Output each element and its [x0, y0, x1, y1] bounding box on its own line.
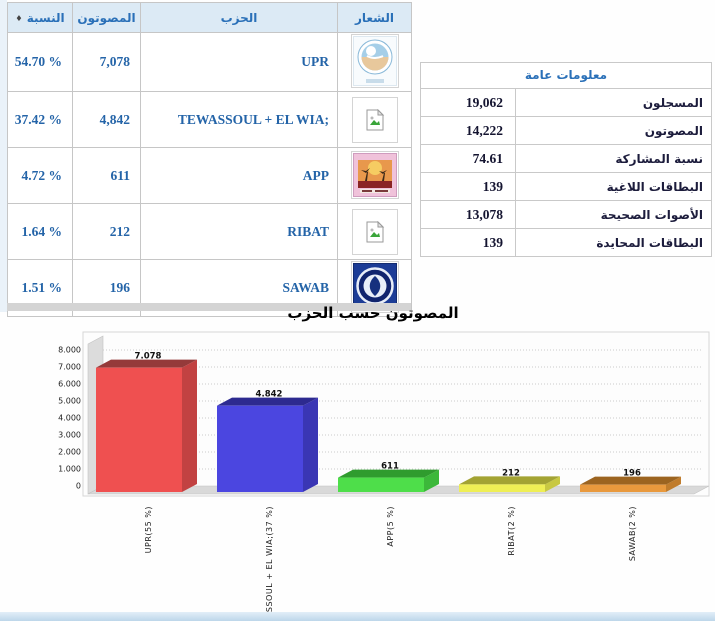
bar-top — [459, 476, 560, 485]
info-row: 74.61 نسبة المشاركة — [421, 144, 711, 172]
info-row: 14,222 المصوتون — [421, 116, 711, 144]
chart-title: المصوتون حسب الحزب — [287, 304, 459, 322]
y-tick-label: 2.000 — [58, 448, 81, 457]
broken-image-icon — [351, 96, 398, 143]
voters-cell: 611 — [72, 147, 141, 204]
bar-2 — [338, 477, 424, 492]
info-row: 19,062 المسجلون — [421, 88, 711, 116]
info-value: 139 — [421, 173, 516, 200]
info-value: 139 — [421, 229, 516, 256]
party-cell: APP — [140, 147, 338, 204]
info-label: البطاقات اللاغية — [606, 179, 703, 194]
y-tick-label: 3.000 — [58, 431, 81, 440]
x-axis-label: TEWASSOUL + EL WIA;(37 %) — [265, 506, 274, 620]
bar-side — [666, 476, 681, 492]
info-label: المصوتون — [644, 123, 703, 138]
table-footer-strip — [7, 303, 411, 311]
bar-value-label: 196 — [623, 469, 641, 479]
info-value: 13,078 — [421, 201, 516, 228]
upr-party-logo — [350, 34, 399, 88]
bar-value-label: 212 — [502, 468, 520, 478]
party-cell: RIBAT — [140, 203, 338, 260]
info-label: البطاقات المحايدة — [596, 235, 703, 250]
percent-cell: 54.70 % — [7, 32, 73, 92]
table-row: 37.42 % 4,842 TEWASSOUL + EL WIA; — [7, 91, 412, 148]
bar-top — [217, 397, 318, 406]
bar-value-label: 611 — [381, 462, 399, 472]
y-tick-label: 0 — [76, 482, 81, 491]
table-row: 4.72 % 611 APP — [7, 147, 412, 204]
info-row: 139 البطاقات اللاغية — [421, 172, 711, 200]
bar-side — [424, 469, 439, 492]
x-axis-label: UPR(55 %) — [144, 506, 153, 553]
left-margin-strip — [0, 0, 7, 312]
info-row: 13,078 الأصوات الصحيحة — [421, 200, 711, 228]
app-party-logo — [350, 150, 399, 199]
info-value: 14,222 — [421, 117, 516, 144]
x-axis-label: RIBAT(2 %) — [507, 506, 516, 556]
broken-image-icon — [351, 208, 398, 255]
column-header-voters[interactable]: المصوتون — [72, 2, 141, 33]
info-value: 74.61 — [421, 145, 516, 172]
y-tick-label: 5.000 — [58, 397, 81, 406]
percent-cell: 1.64 % — [7, 203, 73, 260]
x-axis-label: APP(5 %) — [386, 506, 395, 547]
info-label: نسبة المشاركة — [615, 151, 703, 166]
voters-cell: 4,842 — [72, 91, 141, 148]
bar-top — [580, 476, 681, 485]
column-header-percent[interactable]: النسبة ♦ — [7, 2, 73, 33]
bar-0 — [96, 367, 182, 492]
bar-side — [182, 359, 197, 492]
party-cell: TEWASSOUL + EL WIA; — [140, 91, 338, 148]
logo-cell — [337, 32, 412, 92]
column-header-percent-label: النسبة — [26, 10, 65, 25]
logo-cell — [337, 91, 412, 148]
bar-top — [338, 469, 439, 478]
x-axis-label: SAWAB(2 %) — [628, 506, 637, 561]
party-cell: UPR — [140, 32, 338, 92]
y-tick-label: 6.000 — [58, 380, 81, 389]
results-table: النسبة ♦ المصوتون الحزب الشعار 54.70 % 7… — [7, 2, 412, 317]
bar-top — [96, 359, 197, 368]
voters-cell: 212 — [72, 203, 141, 260]
bar-3 — [459, 484, 545, 492]
table-row: 1.64 % 212 RIBAT — [7, 203, 412, 260]
y-tick-label: 4.000 — [58, 414, 81, 423]
bar-4 — [580, 484, 666, 492]
bar-chart-svg: 0 1.000 2.000 3.000 4.000 5.000 6.000 7.000 8.00… — [58, 331, 710, 620]
column-header-party[interactable]: الحزب — [140, 2, 338, 33]
bar-value-label: 7.078 — [135, 352, 162, 362]
bar-1 — [217, 405, 303, 492]
horizontal-scrollbar[interactable] — [0, 612, 715, 621]
info-value: 19,062 — [421, 89, 516, 116]
results-header-row: النسبة ♦ المصوتون الحزب الشعار — [7, 2, 412, 33]
info-label: الأصوات الصحيحة — [600, 207, 703, 222]
table-row: 54.70 % 7,078 UPR — [7, 32, 412, 92]
y-tick-label: 1.000 — [58, 465, 81, 474]
y-tick-label: 8.000 — [58, 346, 81, 355]
info-table: معلومات عامة 19,062 المسجلون 14,222 المص… — [420, 62, 712, 257]
column-header-logo: الشعار — [337, 2, 412, 33]
voters-cell: 7,078 — [72, 32, 141, 92]
bar-side — [303, 397, 318, 492]
percent-cell: 4.72 % — [7, 147, 73, 204]
info-table-title: معلومات عامة — [524, 68, 608, 82]
logo-cell — [337, 147, 412, 204]
bar-value-label: 4.842 — [256, 390, 283, 400]
info-row: 139 البطاقات المحايدة — [421, 228, 711, 256]
info-label: المسجلون — [642, 95, 703, 110]
logo-cell — [337, 203, 412, 260]
y-tick-label: 7.000 — [58, 363, 81, 372]
sort-icon[interactable]: ♦ — [15, 13, 23, 23]
bar-side — [545, 476, 560, 492]
percent-cell: 37.42 % — [7, 91, 73, 148]
